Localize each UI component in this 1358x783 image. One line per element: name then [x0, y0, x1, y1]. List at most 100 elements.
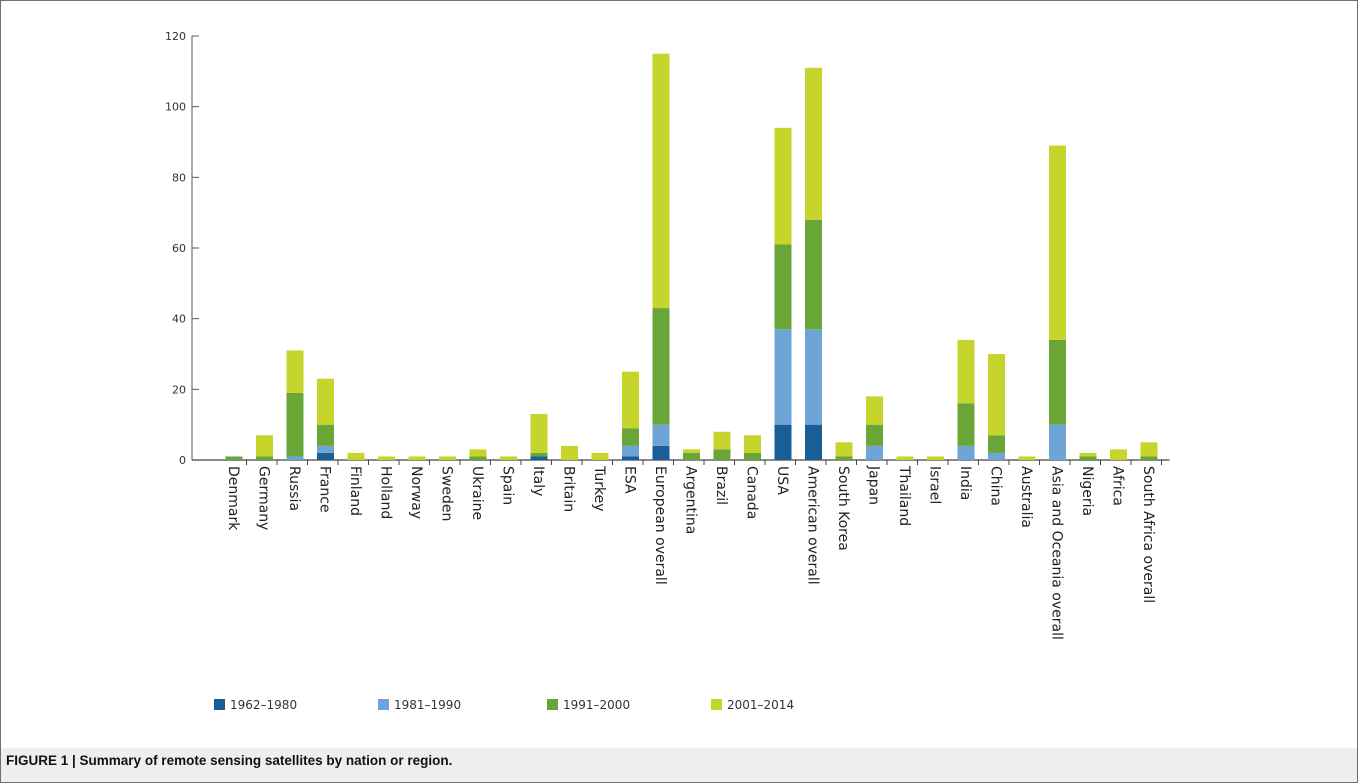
y-tick-label: 0 [179, 454, 186, 467]
x-tick-label: South Africa overall [1140, 466, 1156, 603]
bar-segment [652, 445, 670, 460]
bar-segment [378, 456, 395, 460]
x-tick-label: India [957, 466, 973, 500]
x-tick-label: Spain [500, 466, 516, 505]
y-tick-label: 120 [165, 30, 186, 43]
legend: 1962–1980 1981–1990 1991–2000 2001–2014 [214, 698, 794, 712]
x-tick-label: Argentina [683, 466, 699, 534]
bar-segment [988, 452, 1005, 460]
bar-segment [774, 127, 792, 245]
bar-segment [866, 424, 883, 446]
bar-segment [622, 445, 639, 457]
bar-segment [469, 456, 487, 460]
caption-bar [1, 748, 1357, 782]
x-tick-label: France [317, 466, 333, 513]
bar-segment [774, 424, 792, 460]
x-tick-label: Brazil [713, 466, 729, 505]
bar-segment [439, 456, 456, 460]
x-tick-label: Sweden [439, 466, 455, 521]
x-tick-label: American overall [805, 466, 821, 585]
x-tick-label: Germany [256, 466, 272, 530]
bar-segment [317, 452, 334, 460]
bar-segment [744, 452, 761, 460]
bar-segment [805, 424, 822, 460]
bar-segment [774, 244, 792, 330]
bar-segment [347, 452, 365, 460]
bar-segment [896, 456, 914, 460]
bar-segment [500, 456, 517, 460]
bar-segment [1140, 456, 1158, 460]
bar-segment [1140, 442, 1158, 457]
figure-caption: FIGURE 1 | Summary of remote sensing sat… [6, 753, 453, 768]
bar-segment [561, 445, 578, 460]
bar-segment [805, 219, 822, 330]
y-tick-label: 20 [172, 383, 186, 396]
bar-segment [774, 329, 792, 425]
stacked-bar-chart: 0 20 40 60 80 100 120 Denmark Germany Russia Fran… [165, 30, 1170, 712]
x-tick-label: Thailand [896, 465, 912, 526]
bars [225, 53, 1158, 460]
x-tick-label: Norway [408, 466, 424, 519]
bar-segment [866, 396, 883, 425]
bar-segment [927, 456, 944, 460]
legend-label: 1991–2000 [563, 698, 630, 712]
bar-segment [683, 449, 700, 453]
bar-segment [622, 456, 639, 460]
legend-label: 2001–2014 [727, 698, 794, 712]
bar-segment [805, 67, 822, 220]
legend-swatch [547, 699, 558, 710]
x-tick-label: Finland [347, 466, 363, 516]
bar-segment [1049, 145, 1066, 340]
bar-segment [1079, 452, 1097, 457]
x-tick-label: South Korea [835, 466, 851, 551]
x-tick-label: Israel [927, 466, 943, 504]
y-tick-label: 80 [172, 171, 186, 184]
bar-segment [957, 445, 975, 460]
bar-segment [866, 445, 883, 460]
x-tick-label: European overall [652, 466, 668, 585]
bar-segment [835, 456, 853, 460]
bar-segment [622, 428, 639, 446]
bar-segment [317, 378, 334, 425]
x-tick-label: Australia [1018, 466, 1034, 528]
bar-segment [1018, 456, 1036, 460]
bar-segment [652, 308, 670, 425]
x-tick-label: USA [774, 466, 790, 495]
bar-segment [805, 329, 822, 425]
bar-segment [652, 424, 670, 446]
legend-label: 1962–1980 [230, 698, 297, 712]
bar-segment [286, 350, 304, 393]
bar-segment [408, 456, 426, 460]
bar-segment [622, 371, 639, 429]
bar-segment [530, 414, 548, 453]
bar-segment [835, 442, 853, 457]
x-tick-label: Italy [530, 466, 546, 496]
x-tick-label: Denmark [225, 466, 241, 531]
x-tick-label: Holland [378, 466, 394, 519]
bar-segment [957, 403, 975, 446]
bar-segment [469, 449, 487, 457]
x-tick-label: Japan [866, 465, 882, 505]
y-tick-label: 100 [165, 101, 186, 114]
bar-segment [713, 431, 731, 450]
legend-swatch [378, 699, 389, 710]
bar-segment [286, 392, 304, 457]
legend-swatch [711, 699, 722, 710]
y-tick-label: 40 [172, 313, 186, 326]
x-tick-label: ESA [622, 466, 638, 494]
bar-segment [957, 339, 975, 404]
bar-segment [1049, 339, 1066, 425]
y-tick-label: 60 [172, 242, 186, 255]
bar-segment [1049, 424, 1066, 460]
bar-segment [256, 456, 273, 460]
legend-swatch [214, 699, 225, 710]
bar-segment [988, 354, 1005, 436]
x-tick-label: Africa [1110, 466, 1126, 506]
bar-segment [1110, 449, 1127, 460]
bar-segment [530, 452, 548, 457]
bar-segment [683, 452, 700, 460]
bar-segment [652, 53, 670, 309]
bar-segment [591, 452, 609, 460]
x-tick-label: Britain [561, 466, 577, 512]
